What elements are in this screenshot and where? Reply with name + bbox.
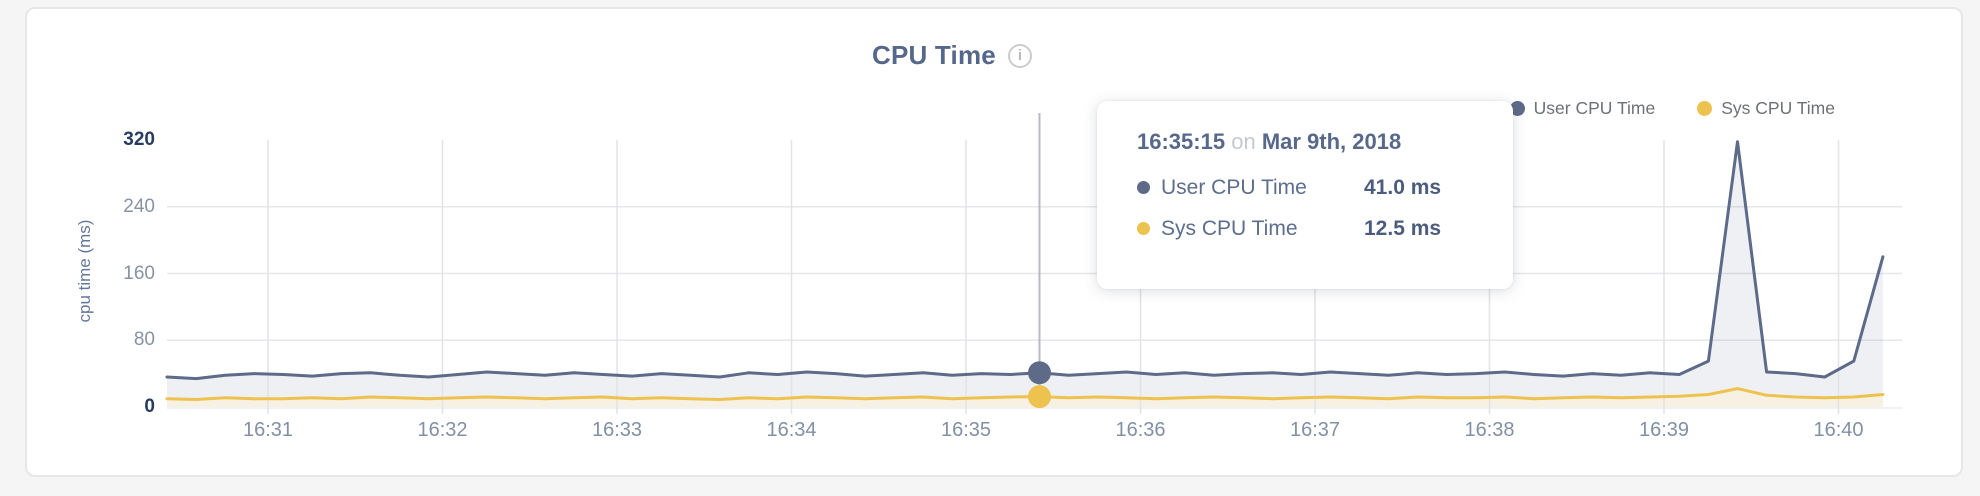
y-tick-label: 0 [144,396,155,417]
x-tick-label: 16:31 [242,419,294,441]
legend-dot-icon [1509,101,1525,116]
tooltip-series-dot-icon [1137,222,1150,235]
x-tick-label: 16:40 [1813,419,1864,441]
tooltip-series-dot-icon [1137,181,1150,194]
series-line-user [165,140,1885,381]
highlight-dot-user [1027,361,1051,385]
cpu-time-card: CPU Time i User CPU Time Sys CPU Time 0 80… [25,7,1963,477]
legend-dot-icon [1697,101,1713,116]
series-area-user [167,141,1883,407]
x-tick-label: 16:37 [1289,419,1341,441]
y-tick-label: 160 [123,262,155,284]
legend-label: Sys CPU Time [1721,98,1835,118]
x-tick-label: 16:32 [417,419,468,441]
tooltip-row: User CPU Time 41.0 ms [1137,167,1479,208]
tooltip-date: Mar 9th, 2018 [1261,129,1402,154]
tooltip-series-label: Sys CPU Time [1161,216,1298,240]
legend-label: User CPU Time [1533,98,1656,118]
chart-header: CPU Time i [872,40,1032,71]
tooltip-series-label: User CPU Time [1161,175,1307,199]
chart-legend: User CPU Time Sys CPU Time [1509,98,1835,119]
legend-item-user-cpu-time[interactable]: User CPU Time [1509,98,1656,119]
x-tick-label: 16:38 [1464,419,1515,441]
chart-tooltip: 16:35:15 on Mar 9th, 2018 User CPU Time 4… [1097,101,1513,289]
tooltip-connector: on [1231,129,1256,154]
x-tick-label: 16:36 [1115,419,1166,441]
x-tick-label: 16:39 [1638,419,1690,441]
x-tick-label: 16:35 [940,419,992,441]
tooltip-header: 16:35:15 on Mar 9th, 2018 [1137,129,1479,155]
cpu-time-chart[interactable] [27,9,1965,479]
legend-item-sys-cpu-time[interactable]: Sys CPU Time [1697,98,1835,119]
y-tick-label: 320 [123,129,155,150]
series-line-sys [165,387,1885,401]
x-tick-label: 16:34 [766,419,817,441]
tooltip-series-value: 41.0 ms [1364,175,1442,199]
tooltip-series-value: 12.5 ms [1364,216,1442,240]
y-tick-label: 80 [133,329,155,351]
y-tick-label: 240 [123,195,155,217]
chart-title: CPU Time [872,40,996,70]
tooltip-time: 16:35:15 [1137,129,1226,154]
x-tick-label: 16:33 [591,419,643,441]
tooltip-row: Sys CPU Time 12.5 ms [1137,208,1479,249]
info-icon[interactable]: i [1007,43,1032,68]
highlight-dot-sys [1027,385,1051,409]
